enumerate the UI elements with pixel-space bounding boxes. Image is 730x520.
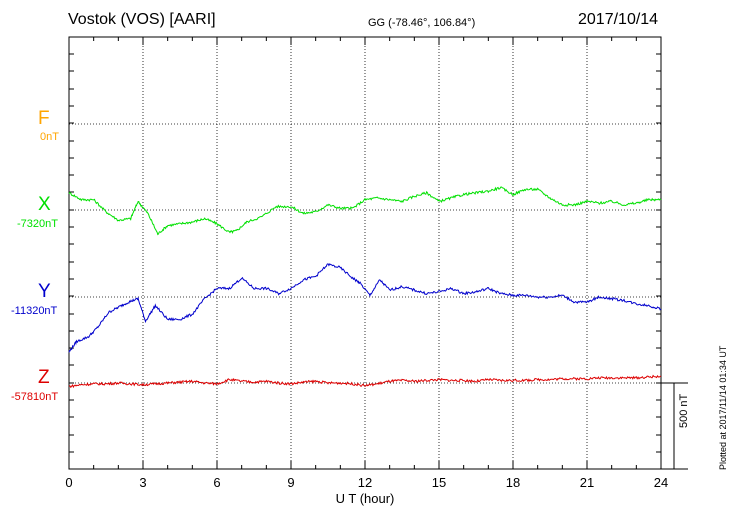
x-tick-label-21: 21 [580, 475, 594, 490]
date-label: 2017/10/14 [578, 11, 659, 28]
geographic-coordinates: GG (-78.46°, 106.84°) [368, 17, 476, 29]
station-title: Vostok (VOS) [AARI] [68, 11, 216, 28]
x-tick-label-18: 18 [506, 475, 520, 490]
grid-lines [69, 37, 661, 469]
x-tick-label-3: 3 [139, 475, 146, 490]
series-line-y [68, 263, 662, 353]
component-letter-f: F [38, 108, 50, 129]
x-tick-label-15: 15 [432, 475, 446, 490]
scale-bar [661, 382, 688, 470]
x-tick-label-9: 9 [287, 475, 294, 490]
x-tick-label-12: 12 [358, 475, 372, 490]
component-baseline-f: 0nT [40, 131, 59, 143]
component-baseline-z: -57810nT [11, 391, 59, 403]
x-tick-label-24: 24 [654, 475, 668, 490]
x-tick-labels: 0 3 6 9 12 15 18 21 24 [65, 475, 668, 490]
series-line-x [68, 186, 662, 236]
component-letter-y: Y [38, 281, 51, 302]
component-baseline-x: -7320nT [17, 218, 58, 230]
x-tick-label-0: 0 [65, 475, 72, 490]
x-tick-label-6: 6 [213, 475, 220, 490]
component-baseline-y: -11320nT [11, 305, 58, 317]
component-letter-x: X [38, 194, 51, 215]
series-line-z [68, 374, 662, 389]
series-group [68, 186, 662, 389]
component-letter-z: Z [38, 367, 50, 388]
axis-ticks [68, 37, 662, 469]
x-axis-label: U T (hour) [336, 491, 395, 506]
